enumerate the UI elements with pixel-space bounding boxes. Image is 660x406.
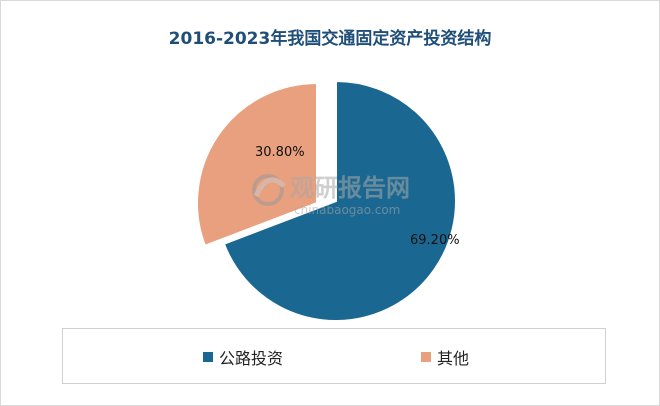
pie-slice-other: [196, 81, 318, 248]
data-label-other: 30.80%: [255, 145, 305, 160]
watermark: 观研报告网 chinabaogao.com: [252, 174, 410, 217]
pie-slice-highway: [222, 79, 457, 320]
watermark-en: chinabaogao.com: [294, 203, 400, 217]
watermark-logo-icon: [252, 174, 286, 206]
pie-chart: 观研报告网 chinabaogao.com 69.20% 30.80%: [196, 79, 460, 320]
legend-label-other: 其他: [437, 349, 470, 368]
watermark-cn: 观研报告网: [290, 174, 410, 202]
data-label-highway: 69.20%: [410, 233, 460, 248]
legend-swatch-other: [421, 352, 431, 362]
legend-label-highway: 公路投资: [219, 349, 284, 368]
legend-swatch-highway: [203, 352, 213, 362]
legend: 公路投资 其他: [62, 328, 606, 384]
legend-item-highway: 公路投资: [203, 345, 283, 369]
legend-item-other: 其他: [421, 345, 469, 369]
chart-title: 2016-2023年我国交通固定资产投资结构: [168, 29, 492, 49]
